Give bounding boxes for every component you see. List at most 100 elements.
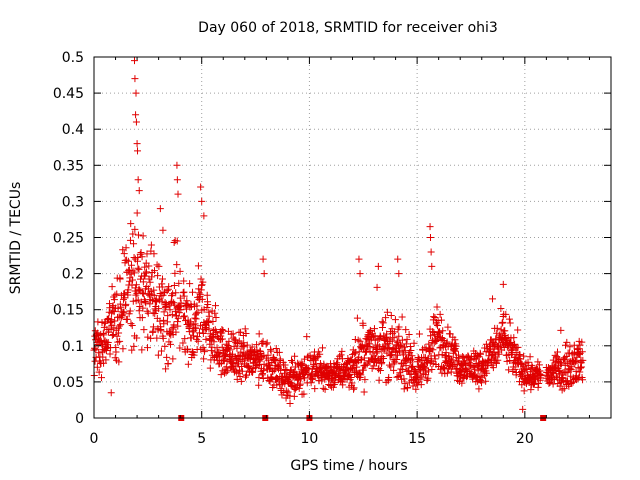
- data-point: [511, 365, 519, 373]
- data-point: [438, 351, 446, 359]
- data-point: [193, 302, 201, 310]
- data-point: [217, 371, 225, 379]
- data-point: [145, 262, 153, 270]
- data-point: [449, 361, 457, 369]
- chart-title: Day 060 of 2018, SRMTID for receiver ohi…: [198, 20, 498, 36]
- data-point: [275, 348, 283, 356]
- data-point: [254, 361, 262, 369]
- data-point: [555, 370, 563, 378]
- data-point: [162, 365, 170, 373]
- data-point: [427, 248, 435, 256]
- data-point: [165, 283, 173, 291]
- data-point: [520, 352, 528, 360]
- data-point: [427, 332, 435, 340]
- data-point: [348, 379, 356, 387]
- data-point: [392, 348, 400, 356]
- data-point: [360, 388, 368, 396]
- data-point: [355, 369, 363, 377]
- data-point: [308, 375, 316, 383]
- data-point: [137, 248, 145, 256]
- data-point: [102, 356, 110, 364]
- data-point: [131, 75, 139, 83]
- data-point: [130, 240, 138, 248]
- data-point: [190, 351, 198, 359]
- data-point: [194, 308, 202, 316]
- data-point: [311, 385, 319, 393]
- data-point: [130, 269, 138, 277]
- data-point: [130, 342, 138, 350]
- data-point: [315, 365, 323, 373]
- data-point: [527, 386, 535, 394]
- data-point: [122, 244, 130, 252]
- data-point: [446, 355, 454, 363]
- data-point: [140, 296, 148, 304]
- data-point: [248, 343, 256, 351]
- data-point: [168, 311, 176, 319]
- data-point: [211, 309, 219, 317]
- data-point: [160, 320, 168, 328]
- data-point: [273, 381, 281, 389]
- data-point: [296, 381, 304, 389]
- data-point: [202, 335, 210, 343]
- data-point: [141, 298, 149, 306]
- data-point: [133, 334, 141, 342]
- data-point: [111, 291, 119, 299]
- data-point: [553, 348, 561, 356]
- data-point: [499, 280, 507, 288]
- data-point: [407, 356, 415, 364]
- data-point: [563, 360, 571, 368]
- data-point: [173, 237, 181, 245]
- data-point: [209, 318, 217, 326]
- x-tick-label: 0: [90, 431, 99, 447]
- data-point: [402, 362, 410, 370]
- data-point: [358, 355, 366, 363]
- data-point: [440, 364, 448, 372]
- data-point: [290, 392, 298, 400]
- data-point: [397, 365, 405, 373]
- data-point: [433, 303, 441, 311]
- data-point: [428, 262, 436, 270]
- data-point: [156, 205, 164, 213]
- data-point: [196, 290, 204, 298]
- data-point: [101, 319, 109, 327]
- data-point: [132, 111, 140, 119]
- data-point: [457, 368, 465, 376]
- data-point: [139, 278, 147, 286]
- y-tick-label: 0.05: [53, 375, 84, 391]
- data-point: [173, 176, 181, 184]
- data-point: [201, 346, 209, 354]
- data-point: [218, 343, 226, 351]
- data-point: [143, 250, 151, 258]
- data-point: [426, 223, 434, 231]
- data-point: [451, 347, 459, 355]
- data-point: [138, 346, 146, 354]
- data-point: [108, 331, 116, 339]
- data-point: [150, 286, 158, 294]
- data-point: [116, 275, 124, 283]
- data-point: [303, 333, 311, 341]
- data-point: [358, 342, 366, 350]
- data-point: [198, 197, 206, 205]
- data-point: [154, 272, 162, 280]
- y-axis-ticks: 0 0.05 0.1 0.15 0.2 0.25 0.3 0.35 0.4 0.45 0.5: [53, 50, 611, 427]
- data-point: [109, 331, 117, 339]
- data-point: [236, 372, 244, 380]
- data-point: [242, 330, 250, 338]
- data-point: [236, 366, 244, 374]
- data-point: [373, 283, 381, 291]
- data-point: [417, 381, 425, 389]
- data-point: [436, 310, 444, 318]
- data-point: [205, 318, 213, 326]
- data-point: [578, 338, 586, 346]
- data-point: [262, 340, 270, 348]
- data-point: [169, 355, 177, 363]
- data-point: [169, 290, 177, 298]
- data-point: [140, 326, 148, 334]
- data-point: [188, 348, 196, 356]
- data-point: [141, 263, 149, 271]
- data-point: [287, 381, 295, 389]
- data-point: [291, 352, 299, 360]
- data-point: [222, 368, 230, 376]
- data-point: [171, 269, 179, 277]
- data-point: [578, 348, 586, 356]
